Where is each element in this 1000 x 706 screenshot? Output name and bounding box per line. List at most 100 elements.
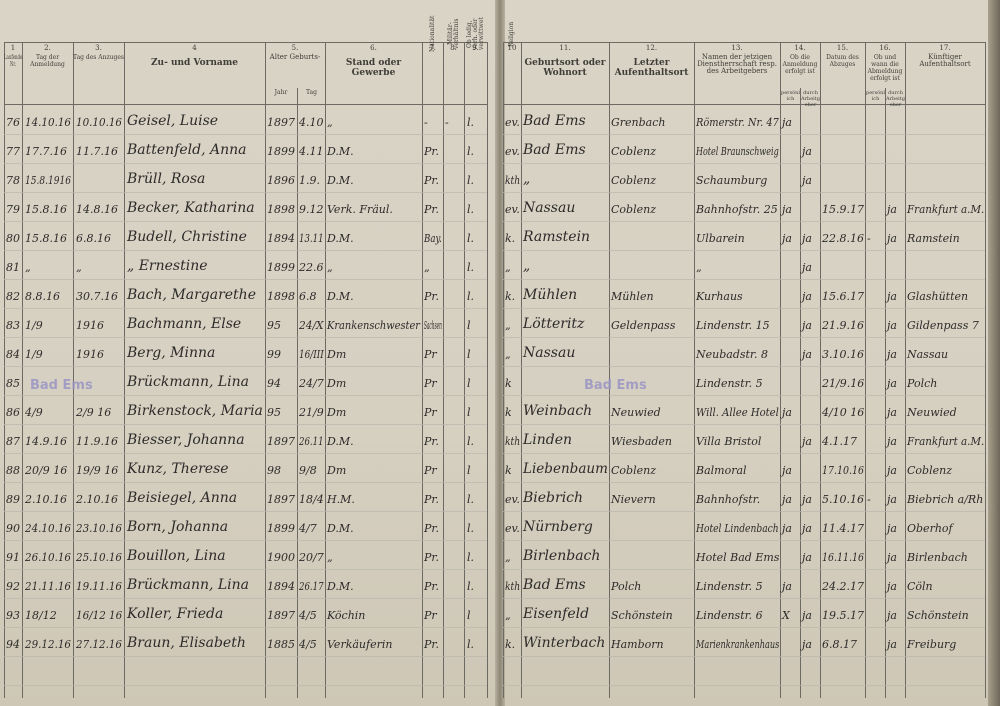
cell-ab2: ja <box>887 580 897 593</box>
cell-nat: Pr <box>424 406 437 419</box>
cell-nat: Pr. <box>424 638 439 651</box>
cell-fam: l. <box>467 551 475 564</box>
column-subdivider <box>885 88 886 698</box>
cell-jahr: 98 <box>267 464 281 477</box>
cell-jahr: 1896 <box>267 174 295 187</box>
cell-geb: Bad Ems <box>523 142 586 158</box>
cell-tag: 24/X <box>299 319 324 332</box>
header-bottom-rule <box>503 104 985 105</box>
cell-anm: 15.8.1916 <box>25 174 71 187</box>
cell-nr: 92 <box>6 580 20 593</box>
cell-dienst: „ <box>696 261 702 274</box>
cell-geb: Birlenbach <box>523 548 601 564</box>
cell-anm: 21.11.16 <box>25 580 71 593</box>
column-divider <box>325 42 326 698</box>
cell-jahr: 95 <box>267 319 281 332</box>
column-divider <box>905 42 906 698</box>
cell-name: Brüll, Rosa <box>127 171 206 187</box>
cell-nr: 88 <box>6 464 20 477</box>
column-number: 4 <box>192 44 197 52</box>
cell-stand: „ <box>327 116 333 129</box>
cell-anm: „ <box>25 261 31 274</box>
column-label: Letzter Aufenthaltsort <box>614 58 689 78</box>
cell-jahr: 1894 <box>267 232 295 245</box>
cell-nat: „ <box>424 261 430 274</box>
ruled-line <box>4 453 487 454</box>
ruled-line <box>4 511 487 512</box>
column-label: Geburtsort oder Wohnort <box>524 58 606 78</box>
cell-tag: 26.17 <box>299 580 324 593</box>
cell-rel: k. <box>505 638 516 651</box>
cell-anz: 14.8.16 <box>76 203 118 216</box>
header-6: 6. Stand oder Gewerbe <box>325 44 422 89</box>
cell-rel: ev. <box>505 145 520 158</box>
cell-geb: Nassau <box>523 345 576 361</box>
ruled-line <box>4 308 487 309</box>
column-label: Künftiger Aufenthaltsort <box>919 53 971 68</box>
ruled-line <box>4 134 487 135</box>
cell-jahr: 94 <box>267 377 281 390</box>
cell-fam: l. <box>467 116 475 129</box>
cell-p2: ja <box>802 638 812 651</box>
cell-rel: „ <box>505 261 511 274</box>
cell-stand: Verk. Fräul. <box>327 203 393 216</box>
bad-ems-stamp: Bad Ems <box>584 378 647 393</box>
cell-letzt: Coblenz <box>611 174 656 187</box>
cell-nr: 84 <box>6 348 20 361</box>
cell-name: Geisel, Luise <box>127 113 219 129</box>
cell-anm: 4/9 <box>25 406 43 419</box>
subheader-jahr: Jahr <box>274 89 288 96</box>
cell-fam: l. <box>467 493 475 506</box>
cell-geb: Mühlen <box>523 287 578 303</box>
subheader-persoenlich-2: persönlich <box>866 90 885 102</box>
cell-geb: Liebenbaum <box>523 461 608 477</box>
header-16: 16. Ob und wann die Abmeldung erfolgt ist <box>865 44 905 89</box>
cell-rel: kth <box>505 435 521 448</box>
cell-kuenft: Frankfurt a.M. <box>907 203 985 216</box>
cell-stand: Krankenschwester <box>327 319 421 332</box>
cell-jahr: 1898 <box>267 290 295 303</box>
column-divider <box>265 42 266 698</box>
cell-jahr: 1899 <box>267 145 295 158</box>
cell-fam: l. <box>467 232 475 245</box>
column-number: 16. <box>879 44 891 52</box>
ruled-line <box>4 569 487 570</box>
cell-p1: ja <box>782 493 792 506</box>
cell-anm: 20/9 16 <box>25 464 68 477</box>
cell-abz: 22.8.16 <box>822 232 864 245</box>
cell-rel: ev. <box>505 522 520 535</box>
cell-fam: l. <box>467 203 475 216</box>
cell-kuenft: Freiburg <box>907 638 957 651</box>
cell-fam: l. <box>467 580 475 593</box>
cell-nr: 94 <box>6 638 20 651</box>
cell-letzt: Polch <box>611 580 642 593</box>
cell-anm: 14.9.16 <box>25 435 67 448</box>
cell-nat: - <box>424 116 428 129</box>
cell-dienst: Marienkrankenhaus <box>696 638 780 651</box>
ruled-line <box>503 279 985 280</box>
cell-tag: 4/7 <box>299 522 317 535</box>
cell-tag: 18/4 <box>299 493 324 506</box>
cell-stand: D.M. <box>327 580 354 593</box>
header-3: 3. Tag des Anzuges <box>73 44 124 89</box>
cell-kuenft: Coblenz <box>907 464 952 477</box>
header-top-rule <box>503 42 985 43</box>
ruled-line <box>4 337 487 338</box>
header-top-rule <box>4 42 487 43</box>
cell-stand: Dm <box>327 406 347 419</box>
cell-letzt: Geldenpass <box>611 319 676 332</box>
cell-name: Berg, Minna <box>127 345 216 361</box>
cell-nr: 82 <box>6 290 20 303</box>
cell-stand: Dm <box>327 348 347 361</box>
cell-name: „ Ernestine <box>127 258 208 274</box>
cell-rel: k <box>505 377 512 390</box>
column-label: Militär-verhältnis <box>446 18 460 50</box>
ruled-line <box>503 395 985 396</box>
cell-tag: 20/7 <box>299 551 324 564</box>
ruled-line <box>4 656 487 657</box>
cell-dienst: Lindenstr. 5 <box>696 580 763 593</box>
header-10: 10 Religion <box>503 21 521 89</box>
cell-rel: ev. <box>505 493 520 506</box>
cell-fam: l. <box>467 261 475 274</box>
cell-kuenft: Oberhof <box>907 522 953 535</box>
